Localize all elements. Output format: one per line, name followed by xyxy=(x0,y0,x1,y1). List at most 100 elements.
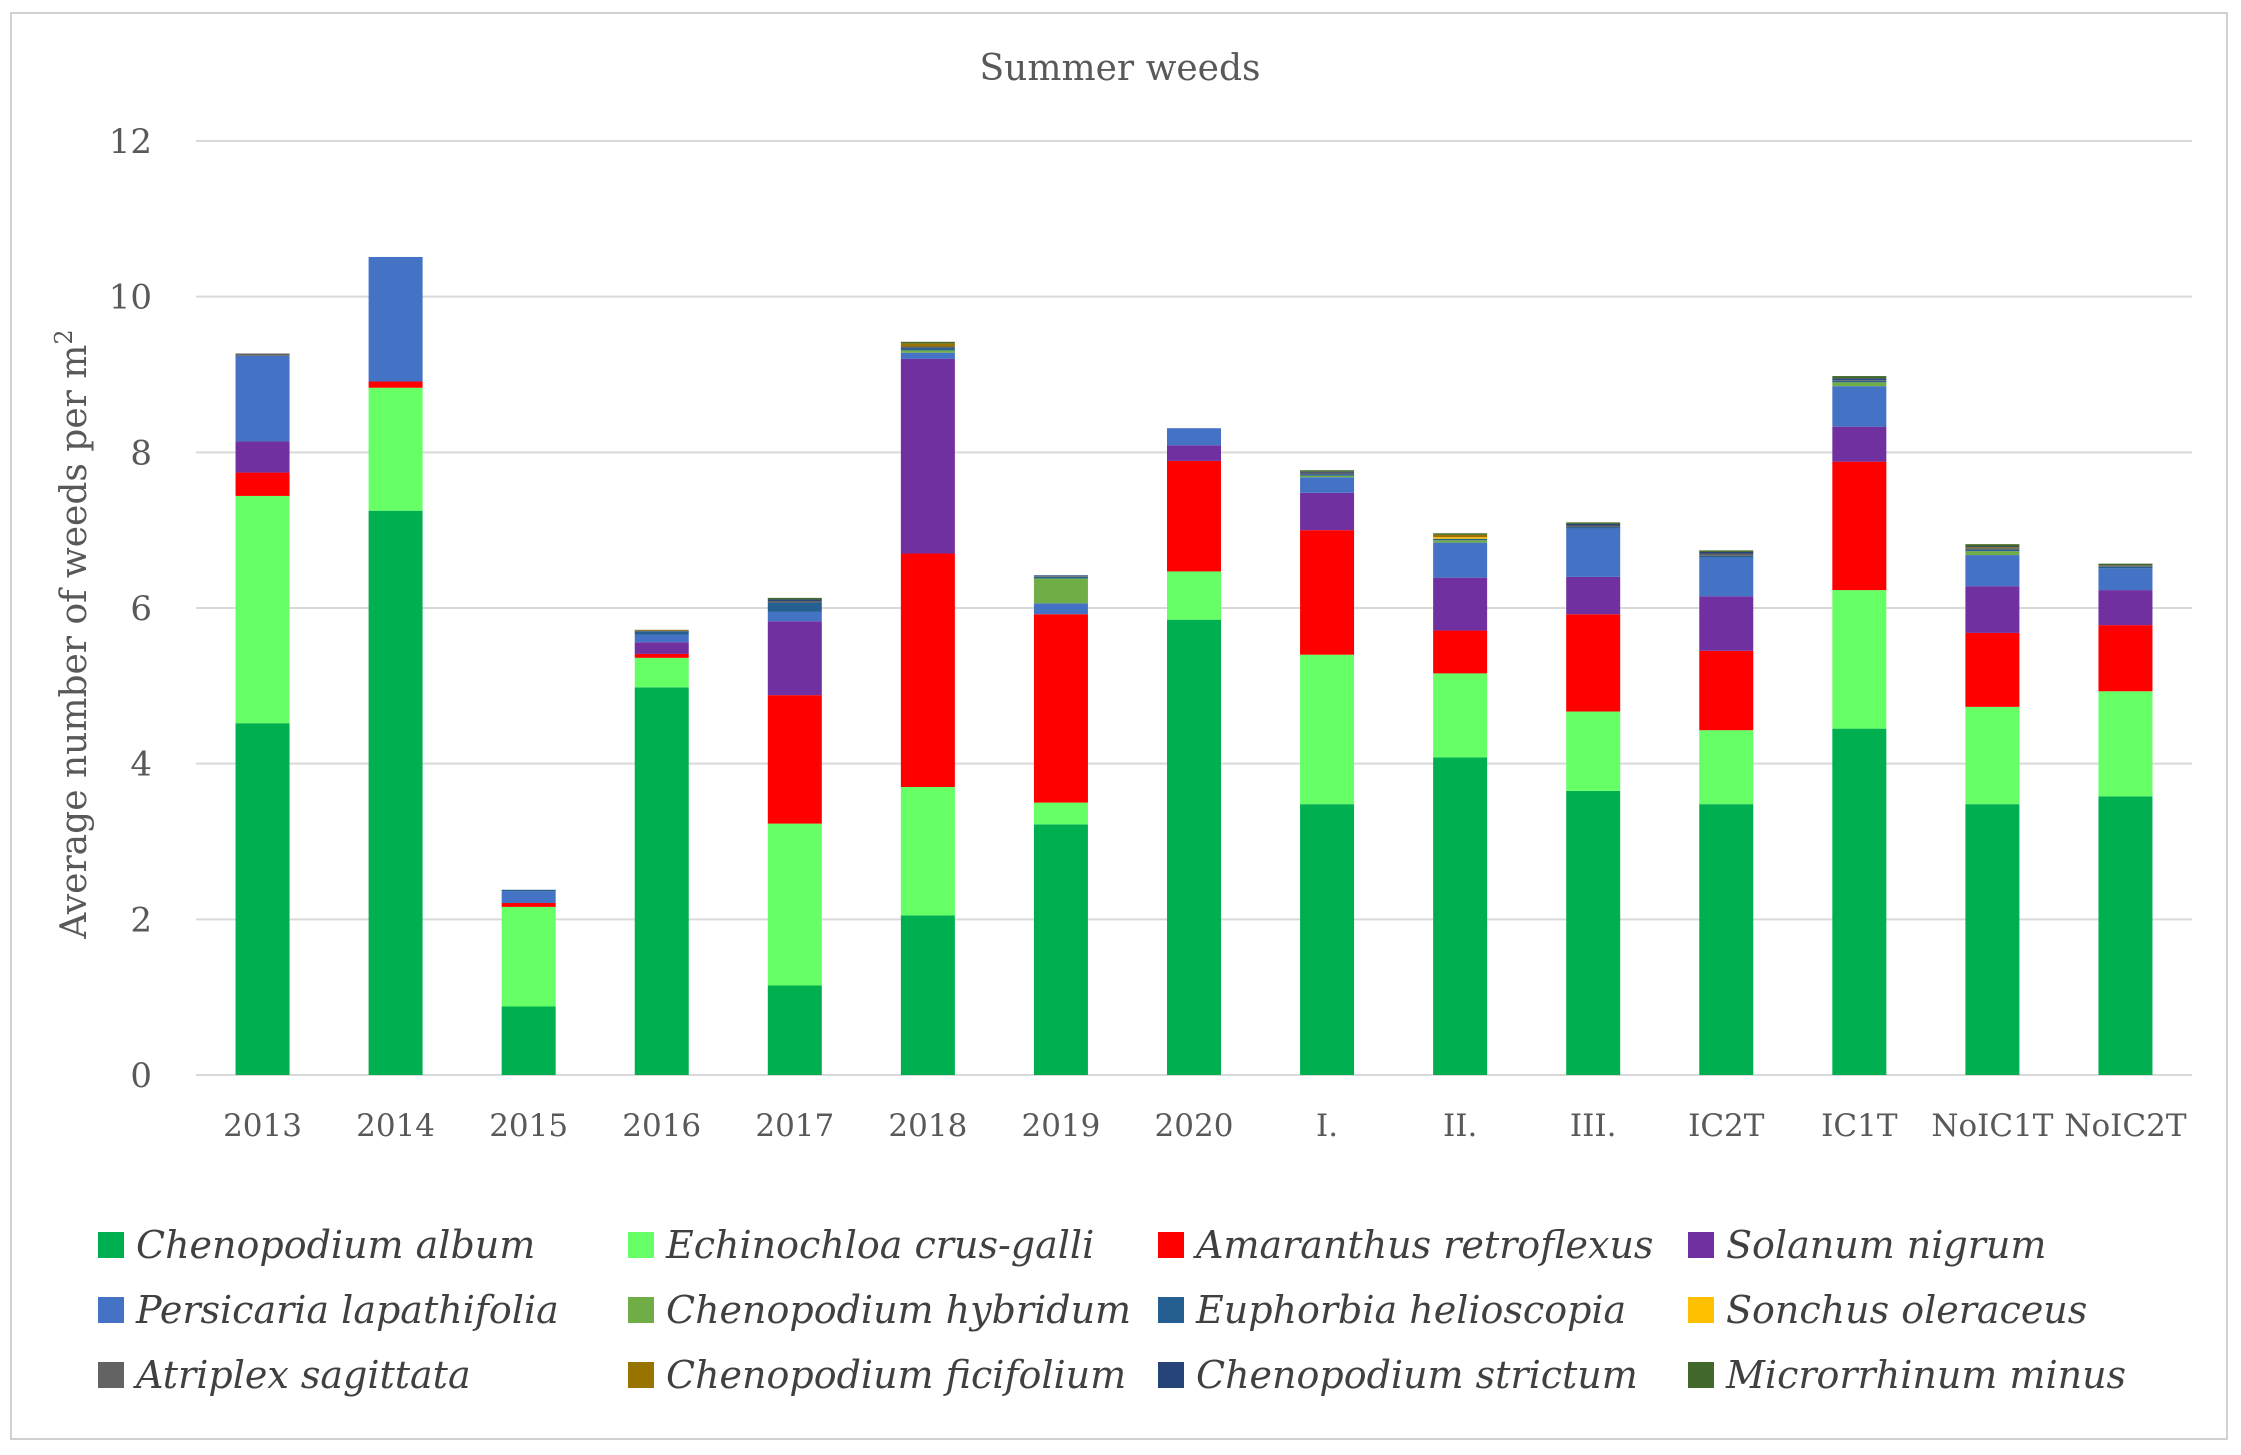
bar-segment xyxy=(1699,596,1754,651)
bar-segment xyxy=(1033,824,1088,1075)
y-tick-label: 6 xyxy=(130,589,152,629)
legend-label: Chenopodium strictum xyxy=(1196,1353,1638,1397)
bar-segment xyxy=(634,642,689,654)
legend-swatch xyxy=(98,1362,124,1388)
bar-segment xyxy=(2098,625,2153,692)
bar-segment xyxy=(1033,575,1088,577)
bar-segment xyxy=(1433,757,1488,1075)
y-tick-label: 12 xyxy=(109,122,152,162)
x-tick-label: 2020 xyxy=(1155,1108,1234,1144)
bar-segment xyxy=(767,597,822,600)
bar-segment xyxy=(900,343,955,347)
bar-segment xyxy=(900,341,955,344)
bar-segment xyxy=(501,891,556,903)
bar-segment xyxy=(501,906,556,1007)
bar-segment xyxy=(1566,576,1621,615)
bar-segment xyxy=(1699,730,1754,805)
bar-segment xyxy=(634,631,689,635)
bar-segment xyxy=(1033,578,1088,604)
bar-segment xyxy=(1300,475,1355,478)
legend-label: Sonchus oleraceus xyxy=(1726,1288,2087,1332)
bar-segment xyxy=(1300,804,1355,1075)
bar-segment xyxy=(1832,461,1887,591)
bar-segment xyxy=(1167,445,1221,461)
x-tick-label: 2018 xyxy=(888,1108,967,1144)
bar-segment xyxy=(1433,630,1488,674)
bar-segment xyxy=(368,256,423,382)
legend-label: Euphorbia helioscopia xyxy=(1195,1288,1626,1332)
y-axis-title-text: Average number of weeds per m xyxy=(54,345,95,940)
bar-segment xyxy=(1965,544,2020,547)
x-tick-label: NoIC2T xyxy=(2064,1108,2186,1144)
bar-segment xyxy=(1699,553,1754,556)
bar-segment xyxy=(1965,549,2020,552)
bar-segment xyxy=(1965,555,2020,587)
bar-segment xyxy=(1433,540,1488,543)
x-tick-label: 2016 xyxy=(622,1108,701,1144)
bar-segment xyxy=(1699,804,1754,1075)
bar-segment xyxy=(767,599,822,601)
bar-segment xyxy=(1566,527,1621,529)
x-tick-label: 2019 xyxy=(1021,1108,1100,1144)
bar-segment xyxy=(767,621,822,696)
bar-segment xyxy=(235,353,290,356)
y-tick-label: 8 xyxy=(130,433,152,473)
bar-segment xyxy=(1832,386,1887,427)
bar-segment xyxy=(767,600,822,603)
bar-segment xyxy=(634,687,689,1075)
x-tick-label: I. xyxy=(1316,1108,1338,1144)
y-tick-label: 10 xyxy=(109,278,152,318)
legend-label: Microrrhinum minus xyxy=(1725,1353,2126,1397)
bar-segment xyxy=(368,381,423,388)
bar-segment xyxy=(900,346,955,349)
legend: Chenopodium album Echinochloa crus-galli A… xyxy=(98,1223,2126,1397)
x-tick-label: III. xyxy=(1570,1108,1617,1144)
bar-segment xyxy=(900,553,955,788)
bar-segment xyxy=(1832,378,1887,380)
bar-segment xyxy=(501,1006,556,1075)
legend-swatch xyxy=(628,1232,654,1258)
legend-swatch xyxy=(1688,1297,1714,1323)
bar-segment xyxy=(2098,566,2153,569)
bar-segment xyxy=(1832,590,1887,729)
bar-segment xyxy=(767,823,822,986)
bar-segment xyxy=(235,355,290,442)
bar-segment xyxy=(1167,619,1221,1075)
bar-segment xyxy=(900,358,955,554)
bar-segment xyxy=(634,657,689,688)
bar-segment xyxy=(1699,551,1754,554)
bar-segment xyxy=(1965,586,2020,633)
legend-label: Chenopodium album xyxy=(136,1223,535,1267)
bar-segment xyxy=(2098,691,2153,797)
bar-segment xyxy=(1965,632,2020,707)
bar-segment xyxy=(1300,474,1355,476)
bar-segment xyxy=(1832,728,1887,1075)
legend-label: Echinochloa crus-galli xyxy=(665,1223,1094,1267)
bar-segment xyxy=(1167,428,1221,446)
y-axis-title-superscript: 2 xyxy=(50,329,78,344)
bar-segment xyxy=(235,472,290,496)
x-tick-label: 2014 xyxy=(356,1108,435,1144)
legend-swatch xyxy=(98,1297,124,1323)
bar-segment xyxy=(368,387,423,511)
bar-segment xyxy=(1433,533,1488,535)
bar-segment xyxy=(900,348,955,351)
bar-segment xyxy=(1832,379,1887,381)
bar-segment xyxy=(1566,522,1621,524)
bar-segment xyxy=(634,629,689,631)
x-tick-label: 2013 xyxy=(223,1108,302,1144)
bar-segment xyxy=(1300,470,1355,472)
legend-swatch xyxy=(1158,1297,1184,1323)
bar-segment xyxy=(1566,528,1621,577)
bar-segment xyxy=(368,510,423,1075)
bar-segment xyxy=(900,350,955,353)
legend-label: Chenopodium hybridum xyxy=(666,1288,1131,1332)
bar-segment xyxy=(1300,654,1355,805)
x-tick-label: IC1T xyxy=(1821,1108,1898,1144)
bar-segment xyxy=(1300,471,1355,473)
bar-segment xyxy=(1033,614,1088,803)
bar-segment xyxy=(767,602,822,612)
bar-segment xyxy=(1300,477,1355,493)
bar-segment xyxy=(2098,590,2153,626)
